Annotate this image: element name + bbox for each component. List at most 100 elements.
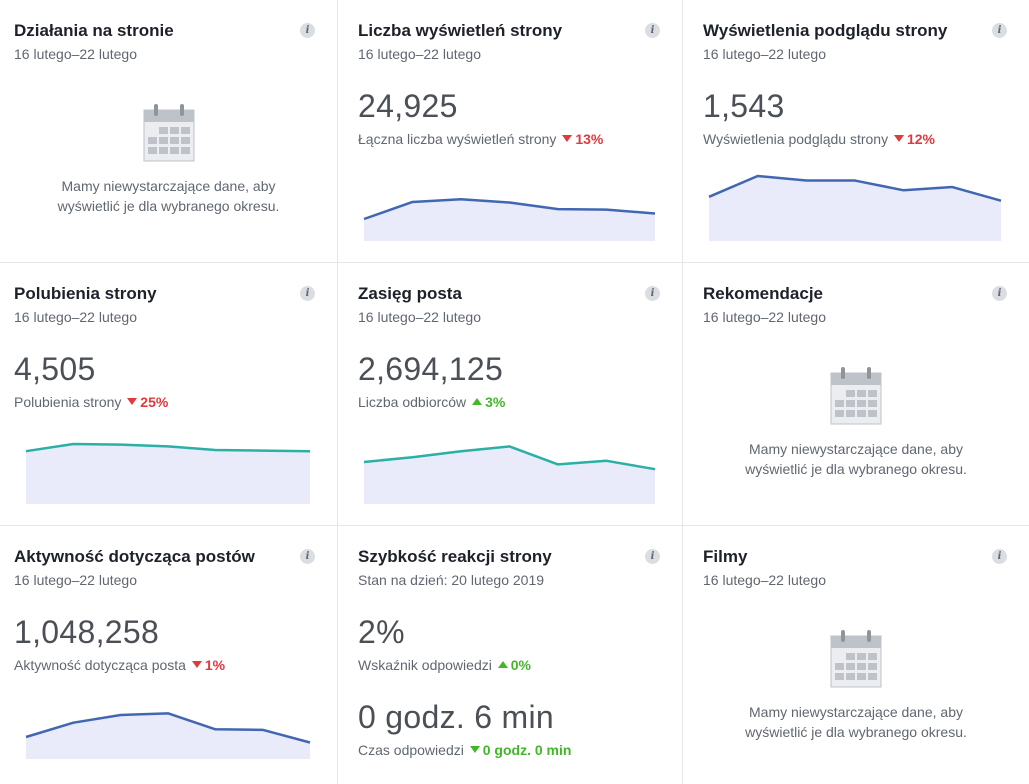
card-date-range: 16 lutego–22 lutego [703,46,826,62]
down-arrow-icon [562,135,573,142]
up-arrow-icon [497,661,508,668]
metric-label-row: Aktywność dotycząca posta 1% [14,657,225,673]
card-post-engagement[interactable]: Aktywność dotycząca postów 16 lutego–22 … [0,526,338,784]
calendar-icon [830,630,882,688]
trend-sparkline [25,712,311,759]
info-icon[interactable]: i [992,23,1007,38]
metric-label-row: Łączna liczba wyświetleń strony 13% [358,131,603,147]
metric-label-row: Wskaźnik odpowiedzi 0% [358,657,531,673]
info-icon[interactable]: i [992,286,1007,301]
card-date-range: Stan na dzień: 20 lutego 2019 [358,572,545,588]
card-date-range: 16 lutego–22 lutego [358,46,481,62]
down-arrow-icon [469,746,480,753]
card-date-range: 16 lutego–22 lutego [703,309,826,325]
change-value: 0% [510,657,531,673]
card-title: Szybkość reakcji strony [358,547,552,566]
response-time-value: 0 godz. 6 min [358,699,555,735]
change-indicator: 1% [191,657,226,673]
trend-line [363,197,656,221]
card-title: Zasięg posta [358,284,462,303]
change-value: 0 godz. 0 min [482,742,572,758]
down-arrow-icon [893,135,904,142]
metric-label: Liczba odbiorców [358,394,467,410]
trend-area [26,444,310,504]
metric-label-row: Polubienia strony 25% [14,394,168,410]
card-date-range: 16 lutego–22 lutego [14,572,137,588]
no-data-message: Mamy niewystarczające dane, aby wyświetl… [745,441,967,477]
trend-line [363,445,656,471]
response-rate-value: 2% [358,614,405,650]
no-data-message: Mamy niewystarczające dane, aby wyświetl… [745,704,967,740]
card-title: Liczba wyświetleń strony [358,21,563,40]
metric-label: Czas odpowiedzi [358,742,464,758]
change-value: 1% [204,657,226,673]
change-value: 13% [575,131,604,147]
no-data-message: Mamy niewystarczające dane, aby wyświetl… [57,178,280,214]
card-videos[interactable]: Filmy 16 lutego–22 lutego i Mamy niewyst… [683,526,1029,784]
change-indicator: 13% [562,131,603,147]
info-icon[interactable]: i [645,286,660,301]
trend-area [26,713,310,759]
card-recommendations[interactable]: Rekomendacje 16 lutego–22 lutego i Mamy … [683,263,1029,526]
down-arrow-icon [127,398,138,405]
metric-value: 1,543 [703,88,785,124]
calendar-icon [830,367,882,425]
card-page-preview-views[interactable]: Wyświetlenia podglądu strony 16 lutego–2… [683,0,1029,263]
card-page-actions[interactable]: Działania na stronie 16 lutego–22 lutego… [0,0,338,263]
card-title: Aktywność dotycząca postów [14,547,255,566]
card-title: Filmy [703,547,748,566]
change-value: 25% [140,394,169,410]
card-page-responsiveness[interactable]: Szybkość reakcji strony Stan na dzień: 2… [338,526,683,784]
card-title: Rekomendacje [703,284,823,303]
trend-sparkline [708,174,1002,241]
change-indicator: 25% [127,394,168,410]
up-arrow-icon [472,398,483,405]
metric-label: Wyświetlenia podglądu strony [703,131,889,147]
card-date-range: 16 lutego–22 lutego [14,46,137,62]
card-page-likes[interactable]: Polubienia strony 16 lutego–22 lutego i … [0,263,338,526]
metric-value: 4,505 [14,351,96,387]
trend-sparkline [363,197,656,241]
metric-value: 2,694,125 [358,351,504,387]
change-value: 12% [906,131,936,147]
change-value: 3% [485,394,506,410]
change-indicator: 0 godz. 0 min [469,742,572,758]
info-icon[interactable]: i [645,549,660,564]
metric-value: 1,048,258 [14,614,160,650]
card-title: Działania na stronie [14,21,174,40]
trend-area [364,199,655,241]
info-icon[interactable]: i [992,549,1007,564]
no-data-block: Mamy niewystarczające dane, aby wyświetl… [683,367,1029,479]
info-icon[interactable]: i [300,23,315,38]
card-title: Polubienia strony [14,284,157,303]
card-date-range: 16 lutego–22 lutego [358,309,481,325]
info-icon[interactable]: i [645,23,660,38]
change-indicator: 3% [472,394,505,410]
card-title: Wyświetlenia podglądu strony [703,21,948,40]
metric-label-row: Liczba odbiorców 3% [358,394,505,410]
trend-sparkline [25,442,311,504]
metric-label-row: Czas odpowiedzi 0 godz. 0 min [358,742,571,758]
trend-sparkline [363,445,656,504]
card-date-range: 16 lutego–22 lutego [703,572,826,588]
metric-label-row: Wyświetlenia podglądu strony 12% [703,131,935,147]
no-data-block: Mamy niewystarczające dane, aby wyświetl… [0,104,337,216]
no-data-block: Mamy niewystarczające dane, aby wyświetl… [683,630,1029,742]
metric-value: 24,925 [358,88,458,124]
change-indicator: 0% [497,657,531,673]
down-arrow-icon [191,661,202,668]
card-post-reach[interactable]: Zasięg posta 16 lutego–22 lutego i 2,694… [338,263,683,526]
calendar-icon [143,104,194,162]
info-icon[interactable]: i [300,549,315,564]
metric-label: Aktywność dotycząca posta [14,657,186,673]
metric-label: Łączna liczba wyświetleń strony [358,131,557,147]
trend-line [25,712,311,744]
trend-line [25,442,311,453]
card-page-views[interactable]: Liczba wyświetleń strony 16 lutego–22 lu… [338,0,683,263]
trend-line [708,174,1002,202]
info-icon[interactable]: i [300,286,315,301]
metric-label: Polubienia strony [14,394,122,410]
metric-label: Wskaźnik odpowiedzi [358,657,492,673]
trend-area [709,176,1001,241]
